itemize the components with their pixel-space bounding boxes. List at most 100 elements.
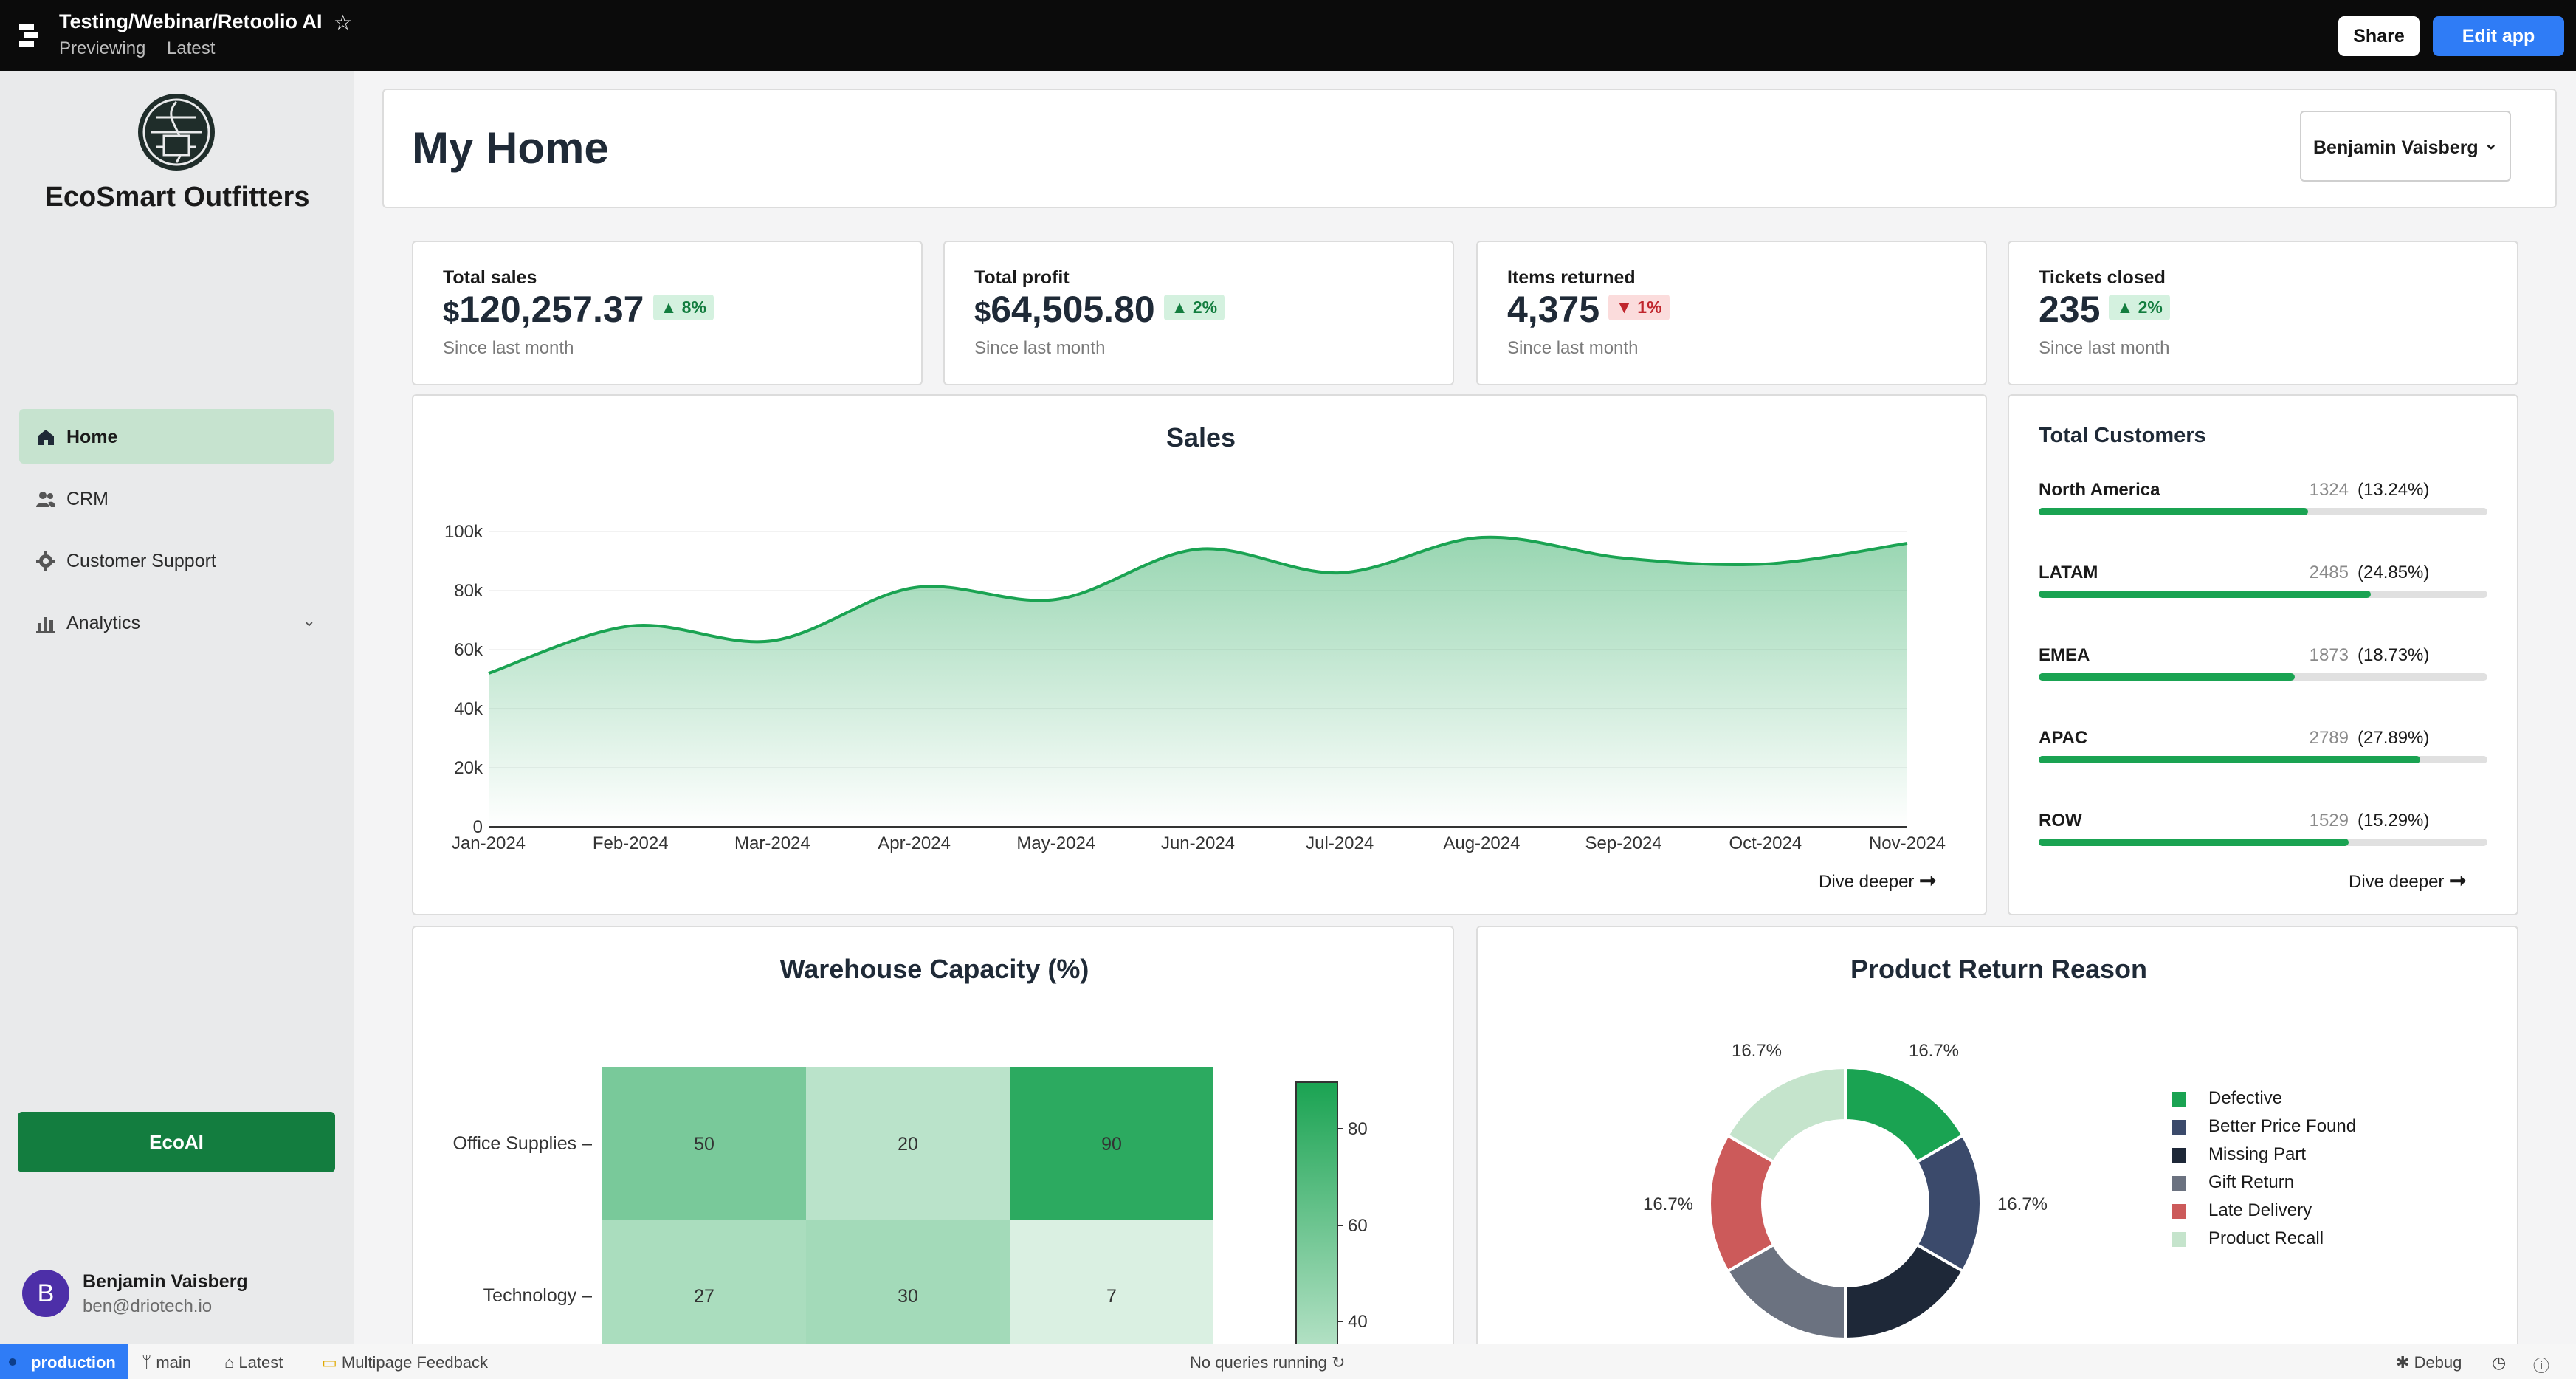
sidebar-item-analytics[interactable]: Analytics ⌄ (19, 595, 334, 650)
y-tick-label: 20k (454, 758, 483, 778)
legend-label: Defective (2208, 1088, 2283, 1108)
ecoai-button[interactable]: EcoAI (18, 1112, 335, 1172)
slice-value-label: 16.7% (1732, 1041, 1782, 1061)
heatmap-cell-value: 50 (694, 1134, 714, 1155)
sales-chart: 0 20k 40k 60k 80k 100k Jan-2024 Feb-2024 Mar-202… (444, 522, 1946, 853)
dive-deeper-link[interactable]: Dive deeper ➞ (1819, 868, 1937, 893)
heatmap-cell-value: 7 (1106, 1286, 1117, 1307)
feedback-label: Multipage Feedback (341, 1353, 489, 1372)
chart-title: Warehouse Capacity (%) (779, 954, 1089, 984)
sales-area (489, 537, 1907, 827)
progress-fill (2039, 756, 2420, 763)
colorbar-tick-label: 40 (1348, 1312, 1368, 1332)
region-count: 1529 (2309, 811, 2349, 831)
region-count: 2789 (2309, 728, 2349, 748)
change-badge: ▲ 2% (2109, 295, 2170, 321)
version-label[interactable]: Latest (167, 38, 216, 58)
refresh-icon[interactable]: ↻ (1332, 1353, 1346, 1372)
heatmap-cell[interactable] (806, 1067, 1010, 1220)
progress-track (2039, 756, 2487, 763)
heatmap-cell[interactable] (1010, 1067, 1213, 1220)
legend-swatch (2172, 1120, 2186, 1135)
legend-swatch (2172, 1148, 2186, 1163)
stat-card-total-profit: Total profit $64,505.80 ▲ 2% Since last m… (943, 241, 1454, 385)
region-count: 1873 (2309, 645, 2349, 665)
x-tick-label: Jun-2024 (1161, 833, 1235, 853)
y-tick-label: 40k (454, 699, 483, 719)
sidebar: EcoSmart Outfitters Home CRM Customer Su… (0, 71, 354, 1344)
x-tick-label: Sep-2024 (1585, 833, 1662, 853)
region-percent: (24.85%) (2358, 563, 2430, 582)
user-select-value: Benjamin Vaisberg (2313, 137, 2479, 158)
change-value: 1% (1637, 298, 1662, 317)
environment-badge[interactable]: production (0, 1344, 128, 1379)
share-button[interactable]: Share (2338, 16, 2420, 56)
edit-app-button[interactable]: Edit app (2433, 16, 2564, 56)
x-tick-label: Mar-2024 (734, 833, 810, 853)
change-badge: ▲ 2% (1163, 295, 1225, 321)
brand-logo-icon (138, 94, 215, 171)
chevron-down-icon[interactable]: ⌄ (302, 611, 316, 630)
x-tick-label: Oct-2024 (1729, 833, 1802, 853)
sales-line[interactable] (488, 535, 1908, 675)
warehouse-heatmap: Office Supplies – 50 20 90 Technology – 27 30 7… (452, 1067, 1368, 1344)
stat-value: $64,505.80 ▲ 2% (974, 288, 1225, 331)
stat-number: 235 (2039, 289, 2101, 330)
progress-fill (2039, 839, 2349, 846)
stat-value: 4,375 ▼ 1% (1507, 288, 1670, 331)
branch-indicator[interactable]: ᛘ main (142, 1353, 191, 1372)
sidebar-item-home[interactable]: Home (19, 409, 334, 464)
x-tick-label: Aug-2024 (1443, 833, 1520, 853)
change-value: 2% (1192, 298, 1218, 317)
sidebar-item-label: Home (66, 427, 118, 447)
region-count: 1324 (2309, 480, 2349, 500)
home-icon (38, 430, 54, 445)
dive-deeper-label: Dive deeper (1819, 872, 1915, 892)
sidebar-item-crm[interactable]: CRM (19, 471, 334, 526)
change-badge: ▼ 1% (1608, 295, 1670, 321)
feedback-indicator[interactable]: ▭ Multipage Feedback (322, 1353, 488, 1372)
stat-number: 64,505.80 (991, 289, 1155, 330)
region-name: EMEA (2039, 645, 2090, 665)
debug-button[interactable]: ✱ Debug (2396, 1353, 2462, 1372)
star-icon[interactable]: ☆ (334, 11, 353, 34)
y-tick-label: 60k (454, 640, 483, 660)
heatmap-cell[interactable] (602, 1220, 806, 1344)
legend-swatch (2172, 1092, 2186, 1107)
region-name: LATAM (2039, 563, 2098, 582)
bar-chart-icon (36, 617, 55, 633)
heatmap-cell[interactable] (602, 1067, 806, 1220)
help-icon[interactable]: ⓘ (2533, 1357, 2550, 1375)
stat-since: Since last month (974, 338, 1106, 358)
version-indicator[interactable]: ⌂ Latest (224, 1353, 283, 1372)
heatmap-cell-value: 90 (1101, 1134, 1122, 1155)
change-value: 2% (2138, 298, 2163, 317)
app-title[interactable]: Testing/Webinar/Retoolio AI (59, 10, 323, 32)
x-tick-label: Jul-2024 (1306, 833, 1374, 853)
retool-logo-icon[interactable] (16, 21, 46, 50)
branch-label: main (156, 1353, 192, 1372)
region-row: North America 1324 (13.24%) (2039, 480, 2489, 539)
dive-deeper-link[interactable]: Dive deeper ➞ (2349, 868, 2467, 893)
avatar[interactable]: B (22, 1270, 69, 1317)
x-tick-label: Feb-2024 (593, 833, 669, 853)
status-bar: production ᛘ main ⌂ Latest ▭ Multipage F… (0, 1344, 2576, 1379)
donut-slice[interactable] (1725, 1065, 1847, 1164)
arrow-up-icon: ▲ (1171, 298, 1188, 317)
arrow-right-icon: ➞ (2449, 869, 2467, 892)
sidebar-item-customer-support[interactable]: Customer Support (19, 533, 334, 588)
heatmap-cell[interactable] (1010, 1220, 1213, 1344)
user-select[interactable]: Benjamin Vaisberg ⌄ (2300, 111, 2511, 182)
bug-icon: ✱ (2396, 1353, 2410, 1372)
slice-value-label: 16.7% (1909, 1041, 1959, 1061)
y-tick-label: 100k (444, 522, 483, 542)
stat-since: Since last month (1507, 338, 1639, 358)
stat-label: Tickets closed (2039, 267, 2166, 288)
legend-label: Better Price Found (2208, 1116, 2357, 1136)
comment-icon: ▭ (322, 1353, 337, 1372)
y-tick-label: 80k (454, 581, 483, 601)
history-icon[interactable]: ◷ (2492, 1353, 2507, 1372)
sales-chart-card: 0 20k 40k 60k 80k 100k Jan-2024 Feb-2024 Mar-202… (412, 394, 1987, 915)
chart-title: Sales (1165, 422, 1236, 453)
heatmap-cell[interactable] (806, 1220, 1010, 1344)
